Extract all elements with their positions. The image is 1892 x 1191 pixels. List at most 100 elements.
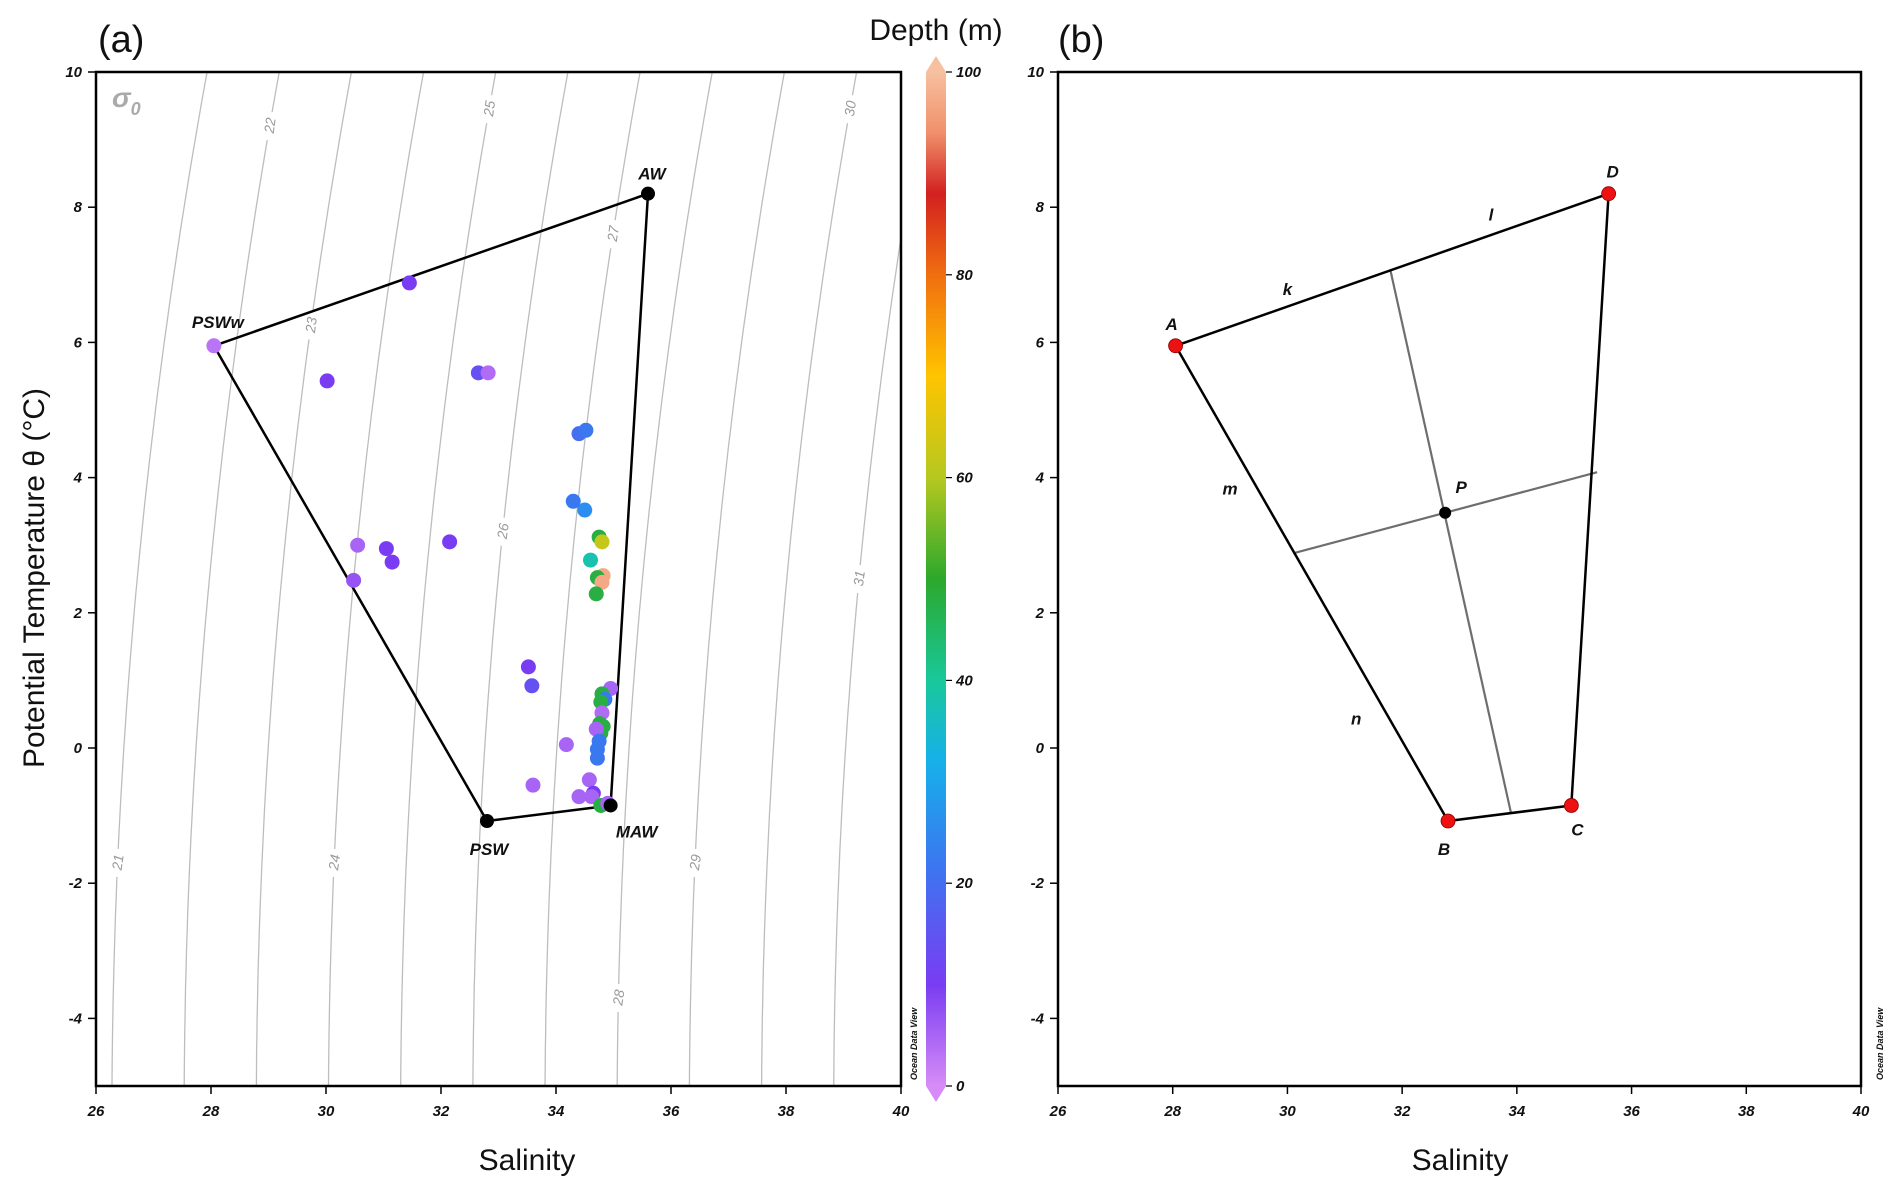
x-tick-label: 28 <box>1163 1103 1181 1120</box>
panel-b-chart: 26 28 30 32 34 36 38 40 -4 -2 0 2 4 6 8 10 A D C B Pk l m n <box>1027 64 1870 1120</box>
sample-point <box>346 572 362 588</box>
colorbar-ticks: 0 20 40 60 80 100 <box>946 64 982 1095</box>
isopycnal-label-29: 29 <box>686 853 704 872</box>
isopycnal-label-bg-29 <box>686 848 703 877</box>
x-tick-label: 38 <box>778 1103 795 1120</box>
y-tick-label: -4 <box>69 1010 83 1027</box>
panel-a-ylabel: Potential Temperature θ (°C) <box>18 388 51 768</box>
colorbar-bottom-arrow <box>926 1086 946 1102</box>
isopycnal-label-bg-30 <box>841 95 858 124</box>
isopycnal-label-bg-31 <box>850 565 867 593</box>
isopycnal-label-bg-28 <box>610 984 627 1013</box>
endmember-maw-marker <box>603 798 618 813</box>
y-tick-label: -2 <box>1031 875 1045 892</box>
construction-line <box>1389 271 1513 814</box>
vertex-a-marker <box>1168 338 1183 354</box>
endmember-aw-marker <box>641 186 655 201</box>
isopycnal-line-26 <box>472 72 569 1086</box>
plot-frame <box>94 70 903 1088</box>
x-tick-label: 36 <box>663 1103 680 1120</box>
y-tick-label: 0 <box>1036 740 1045 757</box>
colorbar-tick-label: 40 <box>955 672 973 689</box>
sample-point <box>378 541 394 557</box>
isopycnal-line-29 <box>688 72 786 1086</box>
panel-b-watermark: Ocean Data View <box>1875 1007 1885 1080</box>
x-tick-label: 30 <box>1279 1103 1296 1120</box>
isopycnal-line-31 <box>833 233 901 1086</box>
colorbar-top-arrow <box>926 56 946 72</box>
isopycnal-label-bg-23 <box>302 311 319 340</box>
isopycnal-label-23: 23 <box>302 316 320 335</box>
x-tick-label: 32 <box>1394 1103 1411 1120</box>
vertex-c-label: C <box>1571 820 1584 839</box>
vertex-c-marker <box>1563 798 1579 813</box>
sample-point <box>581 772 597 788</box>
isopycnal-label-bg-22 <box>261 112 278 141</box>
y-tick-label: -2 <box>69 875 83 892</box>
y-tick-label: 8 <box>1036 199 1045 216</box>
colorbar-tick-label: 80 <box>956 267 973 284</box>
y-tick-label: 4 <box>1035 470 1045 487</box>
isopycnal-line-30 <box>760 72 858 1086</box>
sample-point <box>577 502 593 518</box>
point-p-marker <box>1439 506 1452 519</box>
segment-label-n: n <box>1351 709 1361 728</box>
x-tick-label: 28 <box>202 1103 220 1120</box>
vertex-d-label: D <box>1606 163 1618 182</box>
x-tick-label: 26 <box>1049 1103 1067 1120</box>
panel-b-label: (b) <box>1058 19 1104 61</box>
sample-point <box>594 534 610 550</box>
isopycnal-label-27: 27 <box>604 224 622 244</box>
sample-point <box>571 789 587 805</box>
endmember-psww-label: PSWw <box>192 313 246 332</box>
sample-point <box>442 534 458 550</box>
x-tick-label: 32 <box>433 1103 450 1120</box>
sample-point <box>525 777 541 793</box>
segment-label-k: k <box>1283 280 1294 299</box>
y-tick-label: 6 <box>1036 334 1045 351</box>
isopycnal-label-28: 28 <box>609 988 627 1007</box>
panel-a-label: (a) <box>98 19 144 61</box>
isopycnal-line-28 <box>616 72 713 1086</box>
isopycnal-label-30: 30 <box>841 99 859 117</box>
sample-point <box>401 275 417 291</box>
endmember-psw-label: PSW <box>470 840 511 859</box>
quadrilateral <box>1173 191 1610 823</box>
sample-point <box>558 737 574 753</box>
colorbar-tick-label: 60 <box>956 470 973 487</box>
isopycnal-label-bg-24 <box>326 848 343 877</box>
y-tick-label: 0 <box>74 740 83 757</box>
isopycnal-line-23 <box>255 72 353 1086</box>
y-tick-label: 10 <box>65 64 82 81</box>
sample-point <box>588 721 604 737</box>
isopycnal-label-21: 21 <box>108 853 126 872</box>
segment-label-l: l <box>1489 206 1495 225</box>
sample-point <box>583 552 598 568</box>
isopycnal-label-bg-21 <box>109 848 126 877</box>
endmember-psw-marker <box>480 814 494 829</box>
x-tick-label: 34 <box>548 1103 565 1120</box>
x-tick-label: 40 <box>1852 1103 1870 1120</box>
isopycnal-label-bg-25 <box>481 95 498 124</box>
isopycnal-label-bg-27 <box>604 220 621 249</box>
vertex-b-label: B <box>1438 840 1450 859</box>
sample-point <box>384 554 400 570</box>
sample-point <box>588 586 604 602</box>
isopycnal-label-bg-26 <box>494 517 511 546</box>
x-tick-label: 40 <box>892 1103 910 1120</box>
y-tick-label: -4 <box>1031 1010 1045 1027</box>
sample-point <box>206 338 222 354</box>
sample-point <box>524 678 540 694</box>
y-tick-label: 4 <box>73 470 83 487</box>
sample-point <box>520 659 536 675</box>
isopycnal-line-24 <box>327 72 425 1086</box>
y-tick-label: 8 <box>74 199 83 216</box>
sample-point <box>594 574 610 590</box>
isopycnal-label-24: 24 <box>325 853 343 872</box>
x-tick-label: 36 <box>1623 1103 1640 1120</box>
x-tick-label: 38 <box>1738 1103 1755 1120</box>
colorbar-tick-label: 0 <box>956 1078 965 1095</box>
point-p-label: P <box>1455 478 1467 497</box>
endmember-maw-label: MAW <box>616 822 660 841</box>
